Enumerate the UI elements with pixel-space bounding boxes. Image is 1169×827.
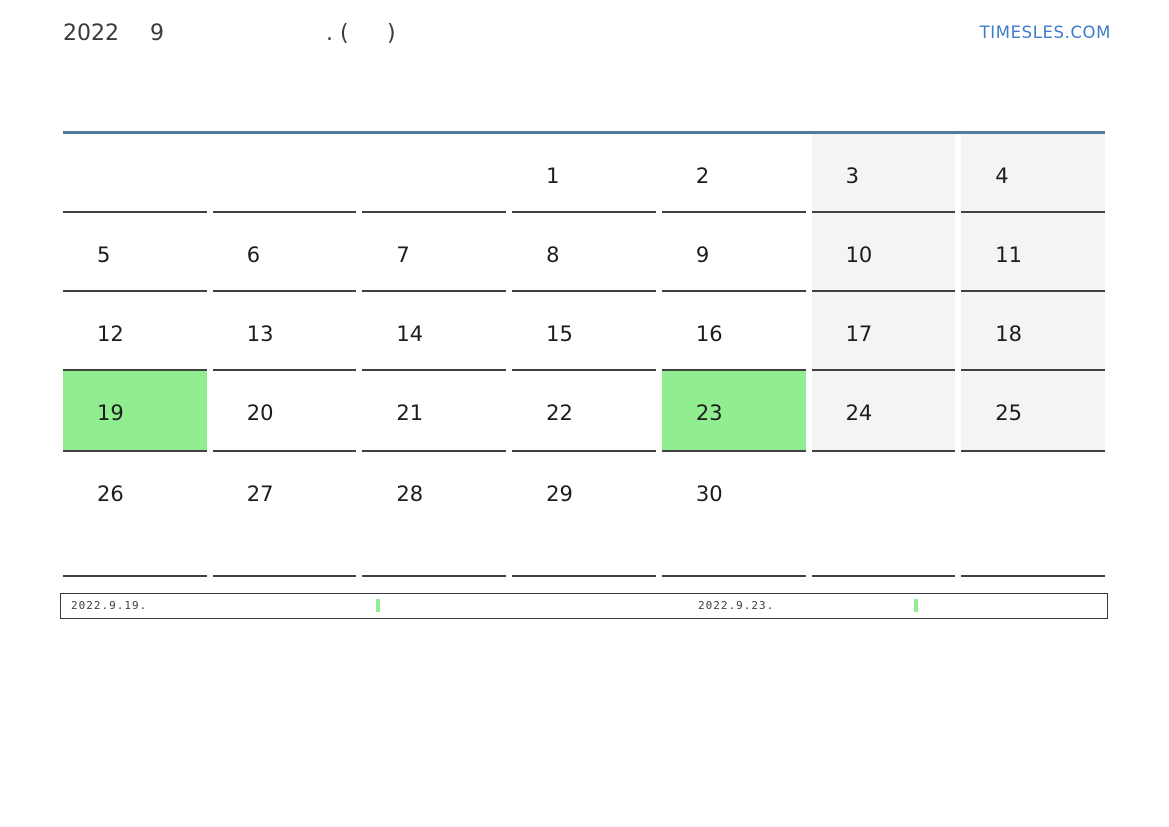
day-cell-22: 22 — [512, 371, 656, 452]
day-number: 18 — [995, 322, 1023, 346]
day-cell-empty — [212, 134, 357, 213]
day-cell-20: 20 — [212, 371, 357, 452]
day-cell-21: 21 — [362, 371, 507, 452]
day-number: 25 — [995, 401, 1023, 425]
day-cell-1: 1 — [512, 134, 656, 213]
day-cell-10: 10 — [811, 213, 956, 292]
day-cell-19: 19 — [63, 371, 207, 452]
day-number: 12 — [97, 322, 124, 346]
day-cell-7: 7 — [362, 213, 507, 292]
day-cell-28: 28 — [362, 452, 507, 577]
day-cell-14: 14 — [362, 292, 507, 371]
day-number: 10 — [845, 243, 873, 267]
day-cell-9: 9 — [661, 213, 806, 292]
day-cell-empty — [811, 452, 956, 577]
day-cell-empty — [63, 134, 207, 213]
day-cell-18: 18 — [961, 292, 1105, 371]
day-number: 27 — [246, 482, 274, 506]
title-year: 2022 — [63, 21, 119, 46]
day-number: 20 — [246, 401, 274, 425]
day-number: 17 — [845, 322, 873, 346]
day-number: 15 — [546, 322, 573, 346]
legend-swatch-1 — [376, 599, 380, 612]
day-cell-5: 5 — [63, 213, 207, 292]
day-cell-11: 11 — [961, 213, 1105, 292]
day-cell-27: 27 — [212, 452, 357, 577]
day-cell-3: 3 — [811, 134, 956, 213]
legend-swatch-2 — [914, 599, 918, 612]
day-cell-8: 8 — [512, 213, 656, 292]
calendar-grid: 1 2 3 4 5 6 7 8 9 10 11 12 13 14 15 16 17 18 19 20 21 22 23 24 2… — [63, 131, 1105, 577]
day-number: 7 — [396, 243, 410, 267]
day-cell-4: 4 — [961, 134, 1105, 213]
day-number: 19 — [97, 401, 124, 425]
day-number: 16 — [695, 322, 723, 346]
day-cell-6: 6 — [212, 213, 357, 292]
day-number: 21 — [396, 401, 424, 425]
title-punctuation-close: ) — [387, 21, 396, 46]
day-cell-13: 13 — [212, 292, 357, 371]
title-punctuation-open: . ( — [326, 21, 349, 46]
day-number: 24 — [845, 401, 873, 425]
day-cell-16: 16 — [661, 292, 806, 371]
day-number: 8 — [546, 243, 560, 267]
day-cell-25: 25 — [961, 371, 1105, 452]
day-cell-24: 24 — [811, 371, 956, 452]
day-cell-17: 17 — [811, 292, 956, 371]
page-title: 2022 9 . ( ) — [63, 18, 563, 50]
day-number: 5 — [97, 243, 111, 267]
day-number: 11 — [995, 243, 1023, 267]
day-cell-15: 15 — [512, 292, 656, 371]
day-cell-30: 30 — [661, 452, 806, 577]
day-cell-empty — [362, 134, 507, 213]
day-cell-12: 12 — [63, 292, 207, 371]
day-number: 28 — [396, 482, 424, 506]
day-cell-29: 29 — [512, 452, 656, 577]
day-number: 6 — [246, 243, 261, 267]
title-month: 9 — [150, 21, 164, 46]
day-cell-2: 2 — [661, 134, 806, 213]
day-cell-23: 23 — [661, 371, 806, 452]
day-number: 2 — [695, 164, 710, 188]
day-number: 26 — [97, 482, 124, 506]
day-cell-26: 26 — [63, 452, 207, 577]
legend-date-1: 2022.9.19. — [71, 599, 148, 612]
day-cell-empty — [961, 452, 1105, 577]
day-number: 23 — [695, 401, 723, 425]
day-number: 1 — [546, 164, 560, 188]
day-number: 30 — [695, 482, 723, 506]
legend-bar: 2022.9.19. 2022.9.23. — [60, 593, 1108, 619]
day-number: 14 — [396, 322, 424, 346]
day-number: 3 — [845, 164, 859, 188]
day-number: 22 — [546, 401, 573, 425]
timesles-logo-link[interactable]: TIMESLES.COM — [979, 23, 1111, 42]
day-number: 4 — [995, 164, 1009, 188]
legend-date-2: 2022.9.23. — [698, 599, 775, 612]
day-number: 29 — [546, 482, 573, 506]
day-number: 9 — [695, 243, 710, 267]
day-number: 13 — [246, 322, 274, 346]
